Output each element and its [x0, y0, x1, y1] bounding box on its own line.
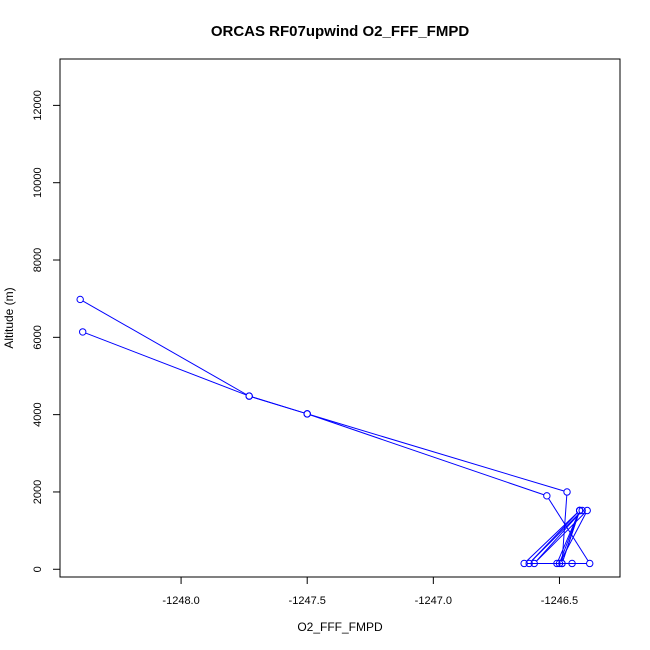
x-tick-label: -1246.5 — [541, 595, 578, 607]
x-axis: -1248.0 -1247.5 -1247.0 -1246.5 — [162, 576, 578, 607]
y-tick-label: 6000 — [32, 325, 44, 349]
series-segment — [557, 513, 579, 561]
data-point — [563, 488, 571, 496]
data-point — [586, 559, 594, 568]
series-segment — [562, 513, 580, 561]
y-tick-label: 12000 — [32, 90, 44, 121]
data-point — [555, 559, 564, 568]
plot-frame — [59, 58, 621, 578]
x-tick-label: -1248.0 — [162, 595, 199, 607]
y-tick-label: 10000 — [32, 167, 44, 198]
data-point — [558, 559, 566, 568]
data-point — [578, 506, 586, 515]
series-segment — [548, 498, 589, 562]
series-segment — [85, 332, 247, 396]
y-axis-label: Altitude (m) — [2, 287, 16, 348]
series-segment — [310, 414, 544, 496]
data-point — [543, 492, 551, 500]
y-axis: 0 2000 4000 6000 8000 10000 12000 — [32, 90, 61, 572]
data-point — [245, 392, 253, 400]
chart-title: ORCAS RF07upwind O2_FFF_FMPD — [211, 23, 470, 40]
data-point — [520, 559, 528, 568]
series-segment — [536, 512, 581, 562]
series-segment — [536, 512, 586, 562]
data-point — [583, 506, 591, 515]
data-point — [530, 559, 538, 568]
x-tick-label: -1247.0 — [415, 595, 452, 607]
series-segment — [310, 414, 565, 492]
y-tick-label: 8000 — [32, 248, 44, 272]
data-point — [79, 328, 87, 336]
data-point — [553, 559, 561, 568]
data-point — [525, 559, 533, 568]
x-axis-label: O2_FFF_FMPD — [297, 620, 383, 634]
series-layer — [76, 295, 594, 568]
series-segment — [252, 396, 305, 414]
data-point — [568, 559, 576, 568]
x-tick-label: -1247.5 — [289, 595, 326, 607]
series-segment — [531, 512, 581, 562]
data-point — [303, 410, 311, 418]
y-tick-label: 0 — [32, 566, 44, 572]
y-tick-label: 4000 — [32, 402, 44, 426]
series-segment — [526, 512, 578, 562]
y-tick-label: 2000 — [32, 480, 44, 504]
data-point — [575, 506, 584, 515]
data-point — [76, 295, 84, 304]
series-segment — [82, 300, 247, 395]
